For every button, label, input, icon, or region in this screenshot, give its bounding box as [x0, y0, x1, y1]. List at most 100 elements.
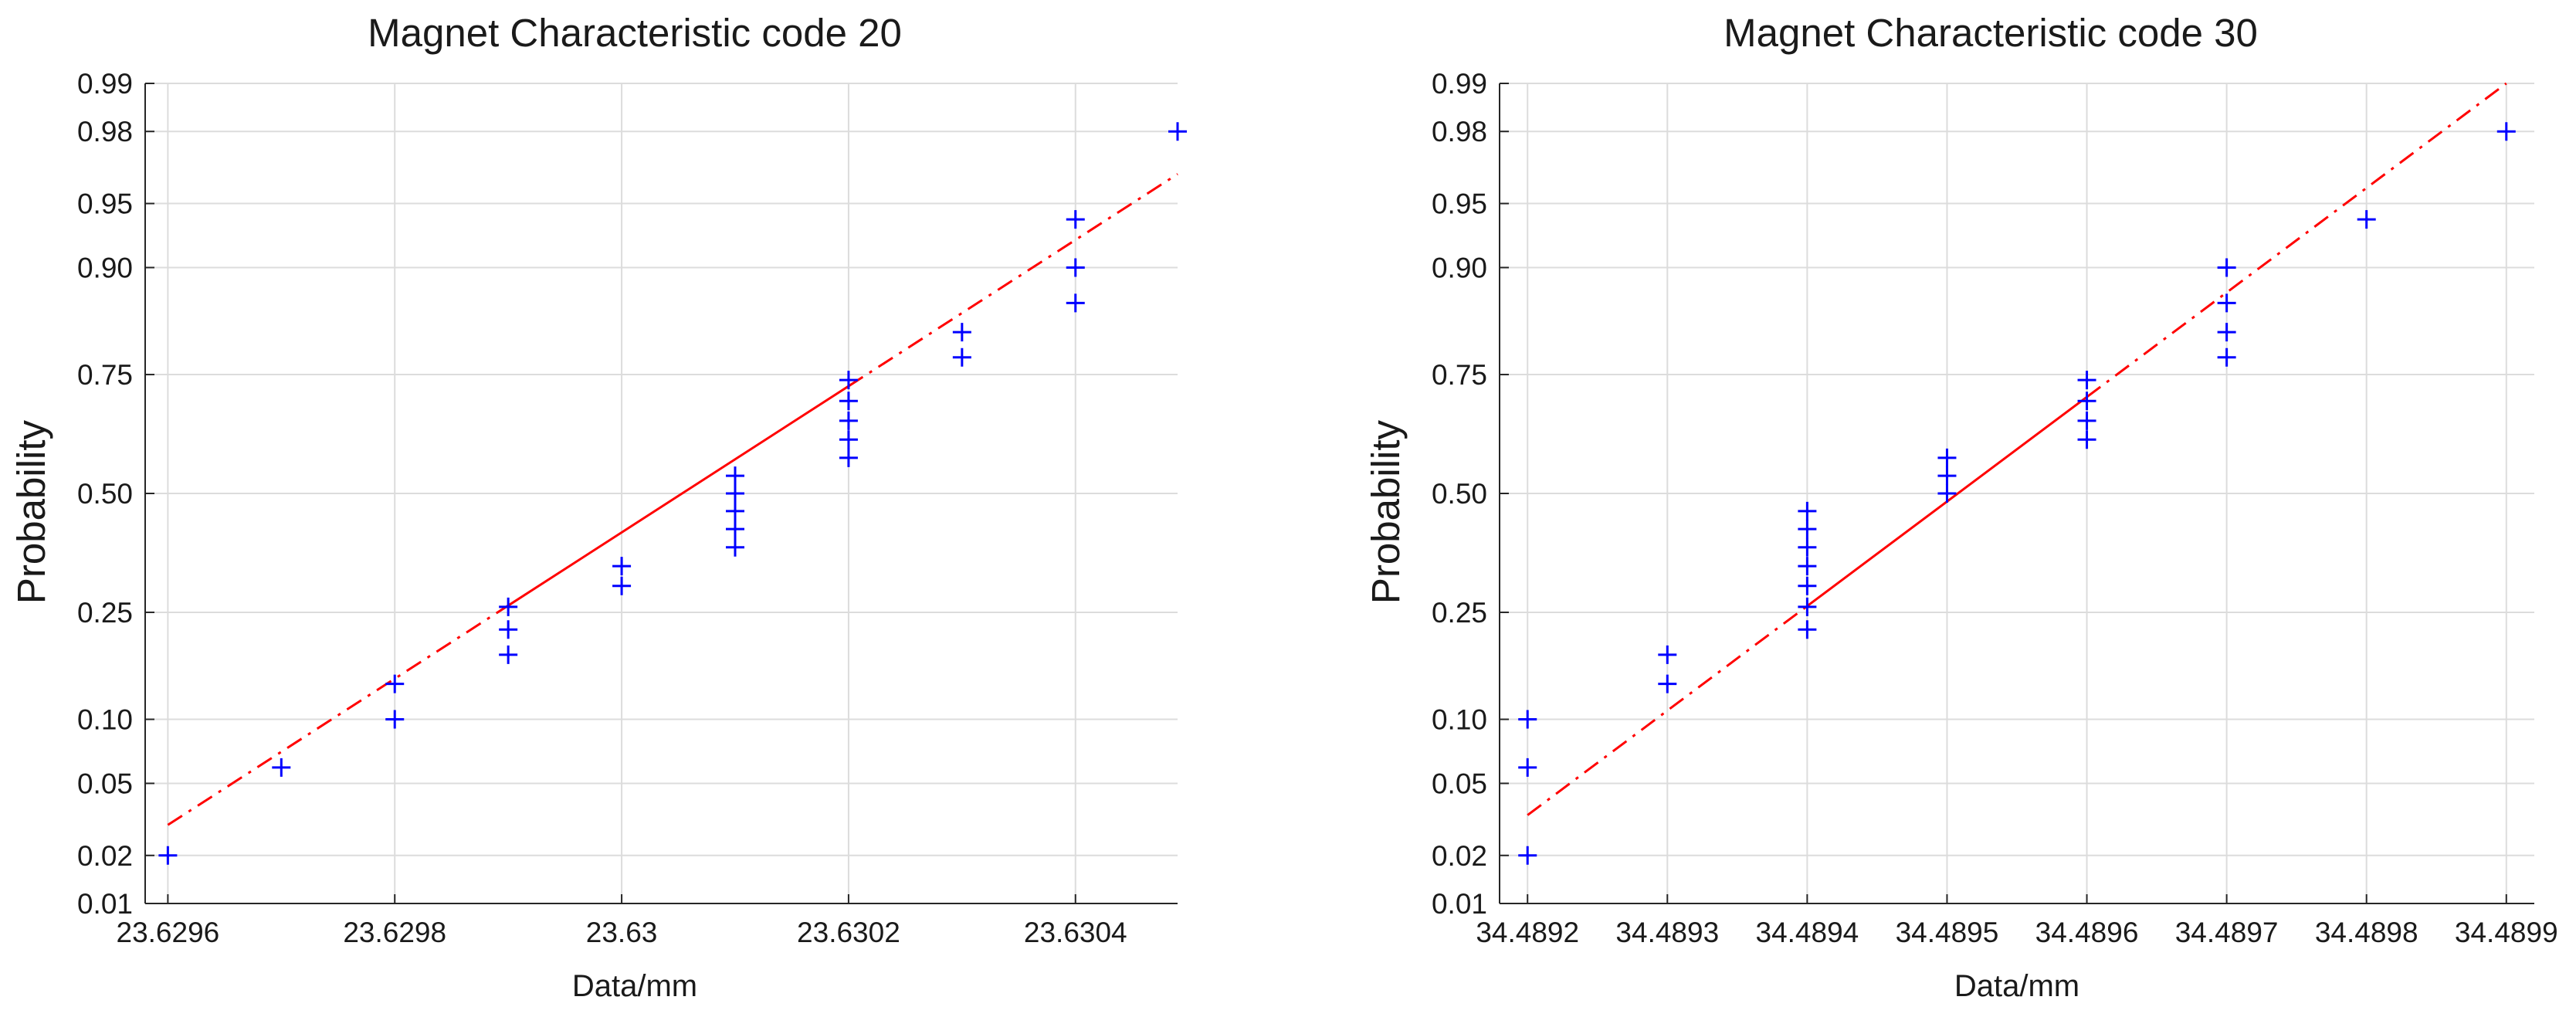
data-point-marker: [2217, 347, 2236, 367]
y-tick-label: 0.75: [77, 359, 133, 391]
data-point-marker: [2217, 258, 2236, 277]
data-point-marker: [499, 645, 518, 664]
y-tick-label: 0.10: [77, 704, 133, 736]
y-tick-label: 0.99: [1432, 68, 1487, 100]
y-tick-label: 0.90: [1432, 252, 1487, 283]
data-point-marker: [1798, 520, 1817, 539]
data-point-marker: [2077, 430, 2096, 449]
fit-line-dashdot: [2086, 82, 2507, 398]
data-point-marker: [1518, 710, 1537, 729]
fit-line-dashdot: [167, 604, 509, 826]
data-point-marker: [839, 448, 858, 467]
data-point-marker: [385, 674, 405, 693]
x-tick-label: 23.6304: [1024, 917, 1127, 948]
data-point-marker: [1066, 293, 1085, 313]
y-tick-label: 0.01: [1432, 888, 1487, 920]
y-tick-label: 0.50: [1432, 478, 1487, 510]
data-point-marker: [272, 758, 291, 777]
y-tick-label: 0.98: [77, 116, 133, 147]
chart-title: Magnet Characteristic code 20: [368, 11, 902, 55]
y-tick-label: 0.75: [1432, 359, 1487, 391]
data-point-marker: [726, 484, 744, 503]
x-tick-label: 34.4893: [1615, 917, 1719, 948]
data-point-marker: [1937, 466, 1957, 486]
y-tick-label: 0.10: [1432, 704, 1487, 736]
data-point-marker: [1798, 576, 1817, 595]
x-tick-label: 34.4895: [1896, 917, 1999, 948]
y-tick-label: 0.05: [77, 768, 133, 799]
y-tick-label: 0.02: [1432, 840, 1487, 872]
data-point-marker: [2217, 293, 2236, 313]
data-point-marker: [839, 392, 858, 411]
fit-line-solid: [507, 385, 849, 607]
chart-code-30: Magnet Characteristic code 30 Data/mm Pr…: [1364, 11, 2558, 1003]
y-tick-label: 0.01: [77, 888, 133, 920]
data-point-marker: [2496, 122, 2516, 141]
x-tick-label: 23.6296: [117, 917, 220, 948]
chart-title: Magnet Characteristic code 30: [1724, 11, 2258, 55]
data-point-marker: [1066, 258, 1085, 277]
y-tick-label: 0.25: [77, 597, 133, 629]
y-tick-label: 0.02: [77, 840, 133, 872]
data-point-marker: [1937, 448, 1957, 467]
data-point-marker: [2357, 210, 2376, 229]
x-axis-label: Data/mm: [572, 969, 697, 1003]
y-tick-label: 0.98: [1432, 116, 1487, 147]
data-point-marker: [839, 430, 858, 449]
data-point-marker: [385, 710, 405, 729]
data-point-marker: [1066, 210, 1085, 229]
x-tick-label: 34.4899: [2455, 917, 2558, 948]
data-point-marker: [1798, 501, 1817, 520]
data-point-marker: [2217, 323, 2236, 342]
data-point-marker: [2077, 392, 2096, 411]
x-tick-label: 34.4897: [2175, 917, 2279, 948]
data-point-marker: [726, 520, 744, 539]
fit-line-dashdot: [1527, 605, 1808, 816]
y-axis-label: Probability: [9, 419, 53, 604]
y-tick-label: 0.95: [77, 188, 133, 220]
data-point-marker: [1518, 758, 1537, 777]
x-tick-label: 23.63: [586, 917, 658, 948]
data-point-marker: [1798, 557, 1817, 576]
data-point-marker: [952, 323, 971, 342]
data-point-marker: [1798, 597, 1817, 616]
data-point-marker: [952, 347, 971, 367]
data-point-marker: [158, 846, 178, 865]
data-point-marker: [2077, 371, 2096, 390]
data-point-marker: [1937, 484, 1957, 503]
y-tick-label: 0.95: [1432, 188, 1487, 220]
x-tick-label: 34.4892: [1476, 917, 1579, 948]
y-tick-label: 0.05: [1432, 768, 1487, 799]
y-tick-label: 0.50: [77, 478, 133, 510]
data-point-marker: [1168, 122, 1187, 141]
x-tick-label: 34.4898: [2315, 917, 2418, 948]
x-tick-label: 34.4896: [2035, 917, 2139, 948]
x-tick-label: 34.4894: [1756, 917, 1859, 948]
data-point-marker: [612, 557, 632, 576]
x-tick-label: 23.6302: [797, 917, 900, 948]
x-axis-label: Data/mm: [1954, 969, 2079, 1003]
x-tick-label: 23.6298: [343, 917, 446, 948]
data-point-marker: [499, 620, 518, 639]
data-point-marker: [839, 411, 858, 430]
data-point-marker: [726, 501, 744, 520]
y-tick-label: 0.90: [77, 252, 133, 283]
data-point-marker: [1658, 674, 1677, 693]
data-point-marker: [726, 537, 744, 557]
data-point-marker: [726, 466, 744, 486]
data-point-marker: [612, 576, 632, 595]
data-point-marker: [499, 597, 518, 616]
y-tick-label: 0.99: [77, 68, 133, 100]
data-point-marker: [839, 371, 858, 390]
fit-line-dashdot: [848, 173, 1178, 388]
y-axis-label: Probability: [1364, 419, 1408, 604]
data-point-marker: [2077, 411, 2096, 430]
y-tick-label: 0.25: [1432, 597, 1487, 629]
data-point-marker: [1798, 537, 1817, 557]
data-point-marker: [1658, 645, 1677, 664]
chart-code-20: Magnet Characteristic code 20 Data/mm Pr…: [9, 11, 1187, 1003]
data-point-marker: [1518, 846, 1537, 865]
data-point-marker: [1798, 620, 1817, 639]
